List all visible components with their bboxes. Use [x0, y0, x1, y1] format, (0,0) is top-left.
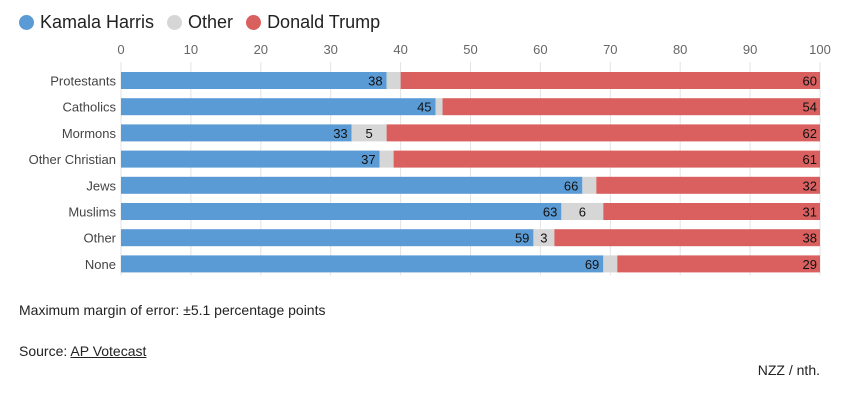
legend-item-other: Other: [167, 12, 233, 33]
bar-donald-trump-other-christian: [393, 150, 820, 168]
bar-donald-trump-muslims: [603, 203, 820, 220]
data-label-donald-trump-jews: 32: [803, 178, 817, 193]
legend-label-other: Other: [188, 12, 234, 32]
category-label-other-christian: Other Christian: [29, 152, 116, 167]
bar-kamala-harris-none: [121, 255, 604, 273]
data-label-kamala-harris-protestants: 38: [368, 74, 382, 89]
x-tick-label-80: 80: [673, 42, 687, 57]
bar-kamala-harris-protestants: [121, 72, 387, 89]
x-tick-label-40: 40: [393, 42, 407, 57]
x-tick-label-70: 70: [603, 42, 617, 57]
bar-other-jews: [582, 176, 597, 194]
data-label-donald-trump-catholics: 54: [803, 100, 817, 115]
x-tick-label-20: 20: [254, 42, 268, 57]
data-label-donald-trump-none: 29: [803, 257, 817, 272]
stacked-bar-chart: 0 10 20 30 40 50 60 70 80 90 100 Protestants 38 60 Cat…: [29, 42, 831, 276]
data-label-kamala-harris-catholics: 45: [417, 100, 431, 115]
legend-label-harris: Kamala Harris: [40, 12, 155, 32]
bar-donald-trump-other: [554, 229, 820, 247]
category-label-protestants: Protestants: [50, 74, 116, 89]
category-label-catholics: Catholics: [63, 100, 117, 115]
bar-other-other-christian: [379, 150, 394, 168]
bar-kamala-harris-catholics: [121, 98, 436, 116]
bar-donald-trump-mormons: [386, 124, 820, 142]
source-line: Source: AP Votecast: [19, 343, 146, 359]
data-label-donald-trump-other: 38: [803, 231, 817, 246]
category-label-jews: Jews: [86, 178, 116, 193]
x-tick-label-60: 60: [533, 42, 547, 57]
x-tick-label-0: 0: [117, 42, 124, 57]
legend-swatch-trump: [246, 15, 262, 30]
data-label-other-mormons: 5: [366, 126, 373, 141]
x-tick-label-10: 10: [184, 42, 198, 57]
bar-other-muslims: [561, 203, 604, 220]
legend-swatch-other: [167, 15, 183, 30]
bar-donald-trump-protestants: [400, 72, 820, 89]
data-label-donald-trump-other-christian: 61: [803, 152, 817, 167]
bar-other-none: [603, 255, 618, 273]
data-label-other-other: 3: [540, 231, 547, 246]
data-label-other-muslims: 6: [579, 205, 586, 220]
data-label-kamala-harris-muslims: 63: [543, 205, 557, 220]
margin-of-error-note: Maximum margin of error: ±5.1 percentage…: [19, 302, 326, 318]
data-label-kamala-harris-other: 59: [515, 231, 529, 246]
source-prefix: Source:: [19, 343, 71, 359]
bar-donald-trump-catholics: [442, 98, 820, 116]
bar-other-protestants: [386, 72, 401, 89]
data-label-kamala-harris-none: 69: [585, 257, 599, 272]
bar-kamala-harris-mormons: [121, 124, 352, 142]
category-label-muslims: Muslims: [68, 205, 116, 220]
bar-kamala-harris-other-christian: [121, 150, 380, 168]
legend-label-trump: Donald Trump: [267, 12, 381, 32]
category-label-other: Other: [83, 231, 116, 246]
category-label-mormons: Mormons: [62, 126, 117, 141]
bar-kamala-harris-jews: [121, 176, 583, 194]
x-tick-label-90: 90: [743, 42, 757, 57]
category-label-none: None: [85, 257, 116, 272]
data-label-kamala-harris-jews: 66: [564, 178, 578, 193]
bar-donald-trump-none: [617, 255, 820, 273]
data-label-kamala-harris-other-christian: 37: [361, 152, 375, 167]
chart-legend: Kamala Harris Other Donald Trump: [19, 12, 393, 33]
legend-item-trump: Donald Trump: [246, 12, 380, 33]
credit: NZZ / nth.: [757, 362, 820, 378]
bar-other-other: [533, 229, 555, 247]
x-tick-label-30: 30: [323, 42, 337, 57]
legend-swatch-harris: [19, 15, 34, 30]
x-tick-label-100: 100: [809, 42, 831, 57]
legend-item-harris: Kamala Harris: [19, 12, 154, 33]
data-label-donald-trump-mormons: 62: [803, 126, 817, 141]
data-label-donald-trump-muslims: 31: [803, 205, 817, 220]
bar-other-catholics: [435, 98, 443, 116]
bar-kamala-harris-muslims: [121, 203, 562, 220]
source-link[interactable]: AP Votecast: [70, 343, 147, 359]
x-tick-label-50: 50: [463, 42, 477, 57]
data-label-donald-trump-protestants: 60: [803, 74, 817, 89]
bar-kamala-harris-other: [121, 229, 534, 247]
bar-other-mormons: [351, 124, 387, 142]
bar-donald-trump-jews: [596, 176, 820, 194]
data-label-kamala-harris-mormons: 33: [333, 126, 347, 141]
